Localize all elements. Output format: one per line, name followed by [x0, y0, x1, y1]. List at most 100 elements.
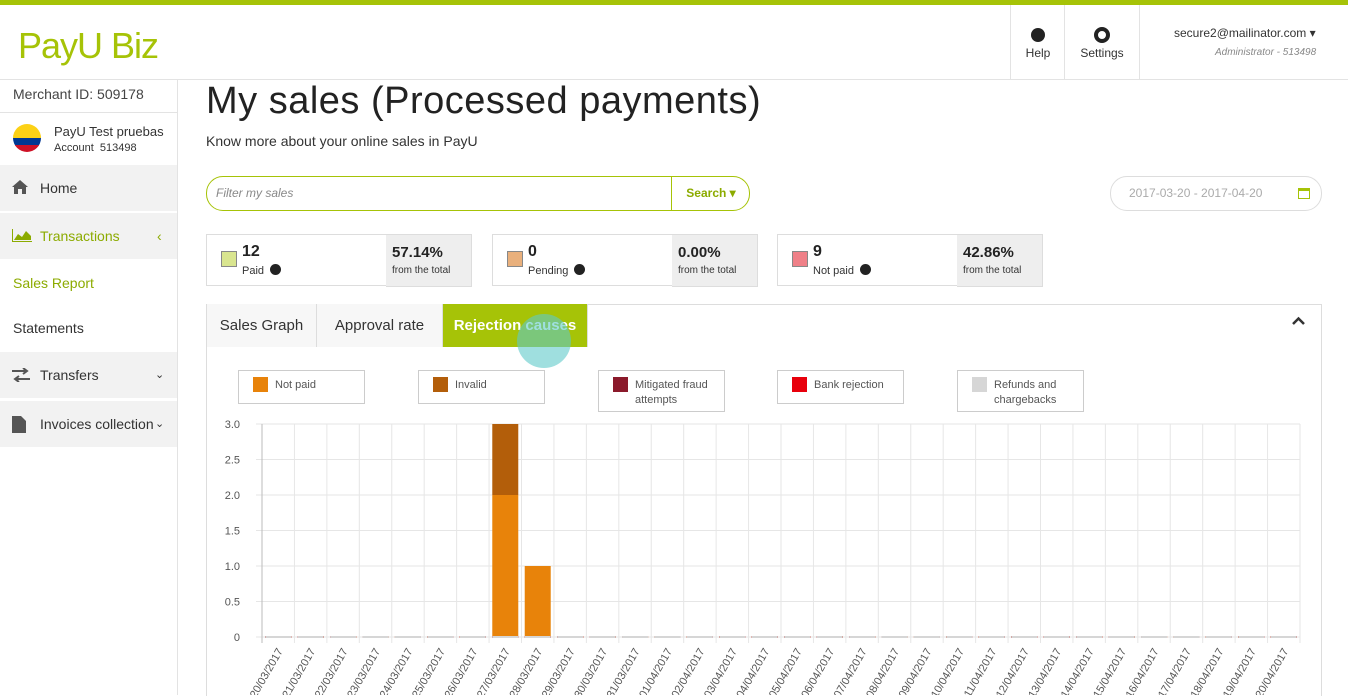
x-tick-label: 04/04/2017 [734, 647, 772, 696]
bar-segment [1011, 636, 1038, 638]
collapse-icon[interactable] [1292, 316, 1305, 326]
x-tick-label: 20/04/2017 [1253, 647, 1291, 696]
menu-label: Invoices collection [40, 416, 154, 432]
x-tick-label: 31/03/2017 [605, 647, 643, 696]
stat-swatch [507, 251, 523, 267]
bar-segment [524, 566, 551, 637]
legend-label: Not paid [275, 379, 316, 391]
x-tick-label: 14/04/2017 [1059, 647, 1097, 696]
legend-label: Bank rejection [814, 379, 884, 391]
x-tick-label: 01/04/2017 [637, 647, 675, 696]
x-tick-label: 25/03/2017 [410, 647, 448, 696]
bar-segment [557, 636, 584, 638]
help-button[interactable]: Help [1010, 5, 1065, 79]
bar-segment [654, 636, 681, 638]
stat-percent: 57.14% [392, 244, 443, 261]
merchant-id: Merchant ID: 509178 [13, 86, 144, 102]
bar-segment [816, 636, 843, 638]
legend-item[interactable]: Mitigated fraud attempts [598, 370, 725, 412]
x-tick-label: 23/03/2017 [345, 647, 383, 696]
bar-segment [946, 636, 973, 638]
chart-panel [206, 304, 1322, 696]
bar-segment [394, 636, 421, 638]
settings-label: Settings [1080, 46, 1124, 60]
stat-percent-box: 0.00% from the total [672, 234, 758, 287]
x-tick-label: 24/03/2017 [378, 647, 416, 696]
account-block[interactable]: PayU Test pruebas Account 513498 [0, 112, 177, 164]
stat-card: 12 Paid [206, 234, 388, 286]
logo[interactable]: PayU Biz [18, 25, 159, 66]
stat-swatch [792, 251, 808, 267]
menu-label: Transfers [40, 367, 99, 383]
date-picker[interactable]: 2017-03-20 - 2017-04-20 [1110, 176, 1322, 211]
bar-segment [784, 636, 811, 638]
bar-segment [1076, 636, 1103, 638]
search-box[interactable]: Filter my sales Search ▾ [206, 176, 750, 211]
settings-icon [1094, 27, 1110, 43]
settings-button[interactable]: Settings [1064, 5, 1140, 79]
x-tick-label: 27/03/2017 [475, 647, 513, 696]
bar-segment [1141, 636, 1168, 638]
search-placeholder: Filter my sales [216, 186, 294, 200]
home-icon [12, 180, 28, 194]
stat-note: from the total [963, 265, 1022, 276]
menu-invoices[interactable]: Invoices collection ⌄ [0, 401, 177, 447]
stat-count: 12 [242, 243, 260, 260]
bar-segment [1108, 636, 1135, 638]
stat-card: 9 Not paid [777, 234, 959, 286]
info-icon [270, 264, 282, 275]
stat-percent: 0.00% [678, 244, 721, 261]
stat-label: Paid [242, 264, 282, 277]
legend-item[interactable]: Bank rejection [777, 370, 904, 404]
y-tick-label: 2.0 [225, 490, 240, 502]
legend-swatch [792, 377, 807, 392]
stat-percent-box: 42.86% from the total [957, 234, 1043, 287]
search-button[interactable]: Search ▾ [671, 177, 750, 210]
x-tick-label: 19/04/2017 [1221, 647, 1259, 696]
x-tick-label: 08/04/2017 [864, 647, 902, 696]
bar-segment [686, 636, 713, 638]
x-tick-label: 02/04/2017 [670, 647, 708, 696]
tab[interactable]: Sales Graph [207, 304, 317, 347]
bar-segment [881, 636, 908, 638]
stat-percent-box: 57.14% from the total [386, 234, 472, 287]
legend-swatch [433, 377, 448, 392]
help-icon [1031, 28, 1045, 42]
legend-item[interactable]: Invalid [418, 370, 545, 404]
user-menu[interactable]: secure2@mailinator.com ▾ [1174, 26, 1316, 40]
bar-segment [1270, 636, 1297, 638]
bar-segment [978, 636, 1005, 638]
chart-icon [12, 229, 32, 242]
legend-swatch [253, 377, 268, 392]
x-tick-label: 07/04/2017 [832, 647, 870, 696]
menu-transfers[interactable]: Transfers ⌄ [0, 352, 177, 398]
legend-swatch [613, 377, 628, 392]
legend-item[interactable]: Refunds and chargebacks [957, 370, 1084, 412]
bar-segment [297, 636, 324, 638]
bar-segment [849, 636, 876, 638]
x-tick-label: 16/04/2017 [1124, 647, 1162, 696]
page-title: My sales (Processed payments) [206, 80, 762, 122]
menu-sales-report[interactable]: Sales Report [0, 260, 177, 306]
menu-transactions[interactable]: Transactions ‹ [0, 213, 177, 259]
stat-swatch [221, 251, 237, 267]
account-name: PayU Test pruebas [54, 124, 164, 139]
bar-segment [459, 636, 486, 638]
tab[interactable]: Approval rate [317, 304, 443, 347]
stat-label: Not paid [813, 264, 871, 277]
y-tick-label: 0 [234, 632, 240, 644]
legend-label: Mitigated fraud attempts [635, 379, 708, 406]
x-tick-label: 29/03/2017 [540, 647, 578, 696]
tab-label: Sales Graph [219, 317, 304, 334]
info-icon [574, 264, 586, 275]
tab-label: Approval rate [334, 317, 425, 334]
calendar-icon [1298, 188, 1310, 199]
menu-home[interactable]: Home [0, 165, 177, 211]
menu-statements[interactable]: Statements [0, 305, 177, 351]
legend-item[interactable]: Not paid [238, 370, 365, 404]
x-tick-label: 26/03/2017 [443, 647, 481, 696]
stat-note: from the total [678, 265, 737, 276]
stat-note: from the total [392, 265, 451, 276]
